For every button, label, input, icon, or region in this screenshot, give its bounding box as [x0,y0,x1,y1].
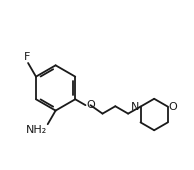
Text: O: O [87,100,95,110]
Text: N: N [131,102,139,112]
Text: O: O [169,102,178,112]
Text: F: F [24,52,30,62]
Text: NH₂: NH₂ [25,125,47,135]
